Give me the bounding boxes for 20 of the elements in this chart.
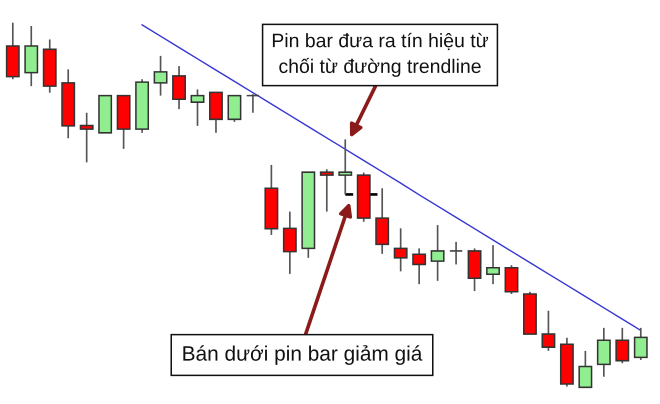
candlestick	[578, 350, 592, 388]
candlestick	[634, 327, 648, 361]
candlestick	[282, 210, 297, 275]
candlestick	[80, 112, 94, 164]
candlestick	[338, 138, 352, 196]
candlestick	[227, 94, 242, 123]
candlestick	[394, 228, 408, 272]
candlestick	[320, 168, 334, 212]
annotation: Pin bar đưa ra tín hiệu từ chối từ đường trendline	[272, 32, 488, 77]
annotation: Bán dưới pin bar giảm giá	[183, 345, 422, 365]
candlestick	[172, 65, 186, 110]
candlestick	[246, 93, 260, 114]
candlestick	[449, 240, 464, 266]
candlestick	[412, 248, 426, 285]
candlestick	[541, 310, 556, 352]
candlestick	[430, 224, 445, 282]
candlestick	[190, 88, 204, 127]
candlestick	[154, 55, 168, 96]
candlestick	[486, 244, 500, 285]
candlestick	[615, 327, 630, 364]
